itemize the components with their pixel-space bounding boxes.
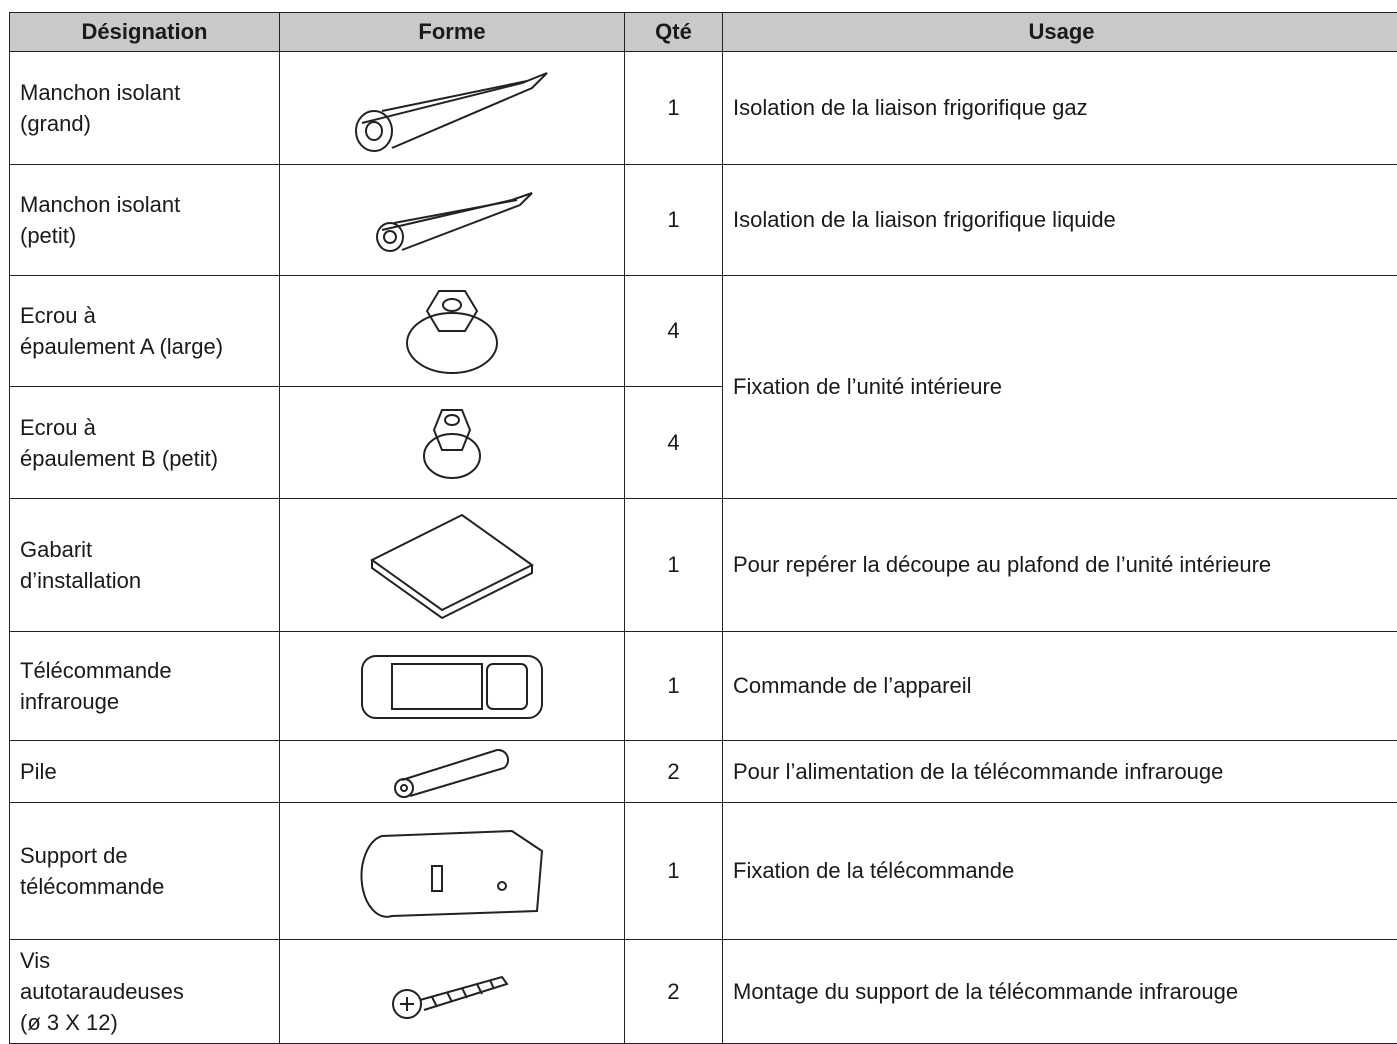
usage-cell: Pour l’alimentation de la télécommande i… (722, 740, 1397, 803)
designation-line: épaulement B (petit) (20, 445, 219, 471)
shape-cell (279, 802, 625, 940)
table-row: Gabarit d’installation 1 Pour repérer la dé… (9, 498, 1397, 632)
designation-cell: Ecrou à épaulement B (petit) (9, 386, 280, 499)
shape-cell (279, 740, 625, 803)
designation-cell: Pile (9, 740, 280, 803)
shape-cell (279, 939, 625, 1044)
designation-cell: Support de télécommande (9, 802, 280, 940)
shape-cell (279, 51, 625, 165)
quantity-cell: 1 (624, 631, 723, 741)
table-row: Manchon isolant (grand) 1 Isolation de la l… (9, 51, 1397, 165)
table-row: Support de télécommande 1 Fixation de la té… (9, 802, 1397, 940)
header-cell: Désignation (9, 12, 280, 52)
usage-cell: Commande de l’appareil (722, 631, 1397, 741)
quantity-cell: 1 (624, 51, 723, 165)
usage-cell: Pour repérer la découpe au plafond de l’… (722, 498, 1397, 632)
designation-line: Manchon isolant (20, 80, 181, 105)
shape-illustration (394, 748, 510, 798)
shape-illustration (355, 72, 548, 152)
designation-line: autotaraudeuses (20, 979, 184, 1004)
designation-line: Ecrou à (20, 414, 96, 440)
shape-cell (279, 164, 625, 276)
table-row: Pile 2 Pour l’alimentation de la télécomma… (9, 740, 1397, 803)
quantity-cell: 2 (624, 740, 723, 803)
designation-line: télécommande (20, 874, 165, 899)
header-cell: Usage (722, 12, 1397, 52)
shape-cell (279, 498, 625, 632)
shape-illustration (423, 408, 481, 479)
usage-cell: Fixation de l’unité intérieure (722, 275, 1397, 499)
designation-line: (ø 3 X 12) (20, 1010, 118, 1035)
designation-cell: Manchon isolant (grand) (9, 51, 280, 165)
shape-illustration (376, 192, 533, 252)
shape-cell (279, 386, 625, 499)
designation-line: Ecrou à (20, 303, 96, 328)
designation-cell: Manchon isolant (petit) (9, 164, 280, 276)
designation-line: Gabarit (20, 537, 93, 562)
shape-illustration (361, 655, 543, 719)
designation-line: (petit) (20, 223, 77, 248)
table-row: Manchon isolant (petit) 1 Isolation de la l… (9, 164, 1397, 276)
designation-cell: Gabarit d’installation (9, 498, 280, 632)
shape-illustration (360, 829, 544, 918)
usage-cell: Montage du support de la télécommande in… (722, 939, 1397, 1044)
shape-illustration (370, 513, 534, 620)
table-row: Vis autotaraudeuses (ø 3 X 12) 2 Montage du … (9, 939, 1397, 1044)
designation-line: d’installation (20, 568, 142, 593)
shape-cell (279, 631, 625, 741)
designation-cell: Ecrou à épaulement A (large) (9, 275, 280, 387)
quantity-cell: 1 (624, 164, 723, 276)
table-row: Ecrou à épaulement A (large) 4 Fixation de … (9, 275, 1397, 499)
shape-illustration (392, 975, 509, 1019)
usage-cell: Isolation de la liaison frigorifique liq… (722, 164, 1397, 276)
quantity-cell: 2 (624, 939, 723, 1044)
designation-line: infrarouge (20, 689, 120, 714)
table-row: Télécommande infrarouge 1 Commande de l’app… (9, 631, 1397, 741)
designation-cell: Vis autotaraudeuses (ø 3 X 12) (9, 939, 280, 1044)
usage-cell: Fixation de la télécommande (722, 802, 1397, 940)
quantity-cell: 1 (624, 802, 723, 940)
designation-line: Manchon isolant (20, 192, 181, 217)
designation-cell: Télécommande infrarouge (9, 631, 280, 741)
quantity-cell: 1 (624, 498, 723, 632)
header-row: Désignation Forme Qté Usage (9, 12, 1397, 52)
header-cell: Forme (279, 12, 625, 52)
designation-line: Télécommande (20, 658, 172, 683)
quantity-cell: 4 (624, 386, 723, 499)
designation-line: épaulement A (large) (20, 334, 224, 359)
designation-line: Pile (20, 759, 57, 784)
accessories-table: Désignation Forme Qté Usage Manchon isol… (9, 12, 1397, 1044)
shape-illustration (406, 290, 498, 374)
shape-cell (279, 275, 625, 387)
usage-cell: Isolation de la liaison frigorifique gaz (722, 51, 1397, 165)
header-cell: Qté (624, 12, 723, 52)
designation-line: (grand) (20, 111, 91, 136)
designation-line: Vis (20, 948, 51, 973)
designation-line: Support de (20, 843, 128, 868)
quantity-cell: 4 (624, 275, 723, 387)
